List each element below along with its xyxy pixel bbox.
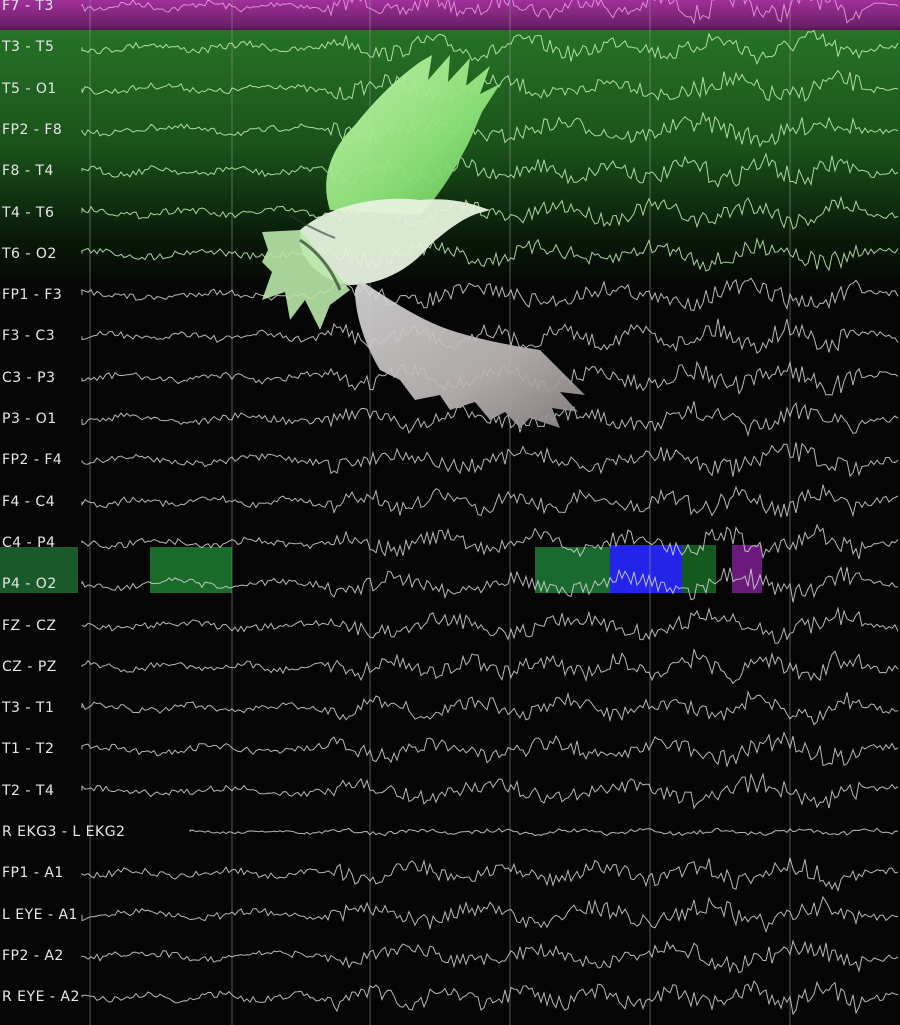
channel-label: F8 - T4 (2, 163, 54, 180)
eeg-trace (81, 236, 899, 272)
eeg-trace (81, 523, 899, 560)
eeg-trace (189, 827, 899, 837)
channel-label: T4 - T6 (2, 204, 55, 221)
highlight-patch-mid (150, 547, 232, 593)
channel-label: FP2 - F4 (2, 452, 63, 469)
eeg-trace (81, 29, 899, 66)
eeg-trace (81, 606, 899, 644)
eeg-trace (81, 980, 899, 1016)
channel-label: T3 - T1 (2, 700, 55, 717)
channel-label: L EYE - A1 (2, 906, 78, 923)
channel-label: F4 - C4 (2, 493, 56, 510)
channel-label: C3 - P3 (2, 369, 56, 386)
eeg-trace (81, 857, 899, 893)
eeg-trace (81, 442, 899, 478)
channel-label: F7 - T3 (2, 0, 54, 14)
eeg-trace (81, 195, 899, 230)
eeg-trace (81, 649, 899, 685)
eeg-trace (81, 401, 899, 438)
eeg-trace (81, 152, 899, 188)
eeg-trace (81, 690, 899, 726)
channel-label: CZ - PZ (2, 658, 57, 675)
channel-label: T2 - T4 (2, 782, 55, 799)
channel-label: FZ - CZ (2, 617, 57, 634)
channel-label: T5 - O1 (2, 80, 57, 97)
eeg-trace (81, 318, 899, 355)
eeg-trace (81, 895, 899, 934)
eeg-trace (81, 277, 899, 311)
channel-label: T1 - T2 (2, 741, 55, 758)
channel-label: FP2 - A2 (2, 947, 64, 964)
channel-label: T3 - T5 (2, 39, 55, 56)
eeg-trace (81, 565, 899, 603)
eeg-trace (81, 360, 899, 396)
highlight-patch-left (0, 547, 78, 593)
eeg-trace (81, 731, 899, 767)
channel-label: FP1 - F3 (2, 287, 63, 304)
eeg-trace (81, 939, 899, 974)
channel-label: FP2 - F8 (2, 121, 63, 138)
channel-label: R EKG3 - L EKG2 (2, 824, 126, 840)
eeg-trace (81, 0, 899, 25)
channel-label: T6 - O2 (2, 245, 57, 262)
channel-label: C4 - P4 (2, 534, 56, 551)
channel-label: R EYE - A2 (2, 989, 80, 1006)
highlight-patch-purple (732, 545, 762, 593)
eeg-trace (81, 484, 899, 518)
channel-label: F3 - C3 (2, 328, 56, 345)
eeg-trace (81, 69, 899, 104)
channel-label: FP1 - A1 (2, 865, 64, 882)
channel-label: P4 - O2 (2, 576, 57, 593)
eeg-trace (81, 772, 899, 810)
eeg-trace (81, 111, 899, 148)
channel-label: P3 - O1 (2, 411, 57, 427)
